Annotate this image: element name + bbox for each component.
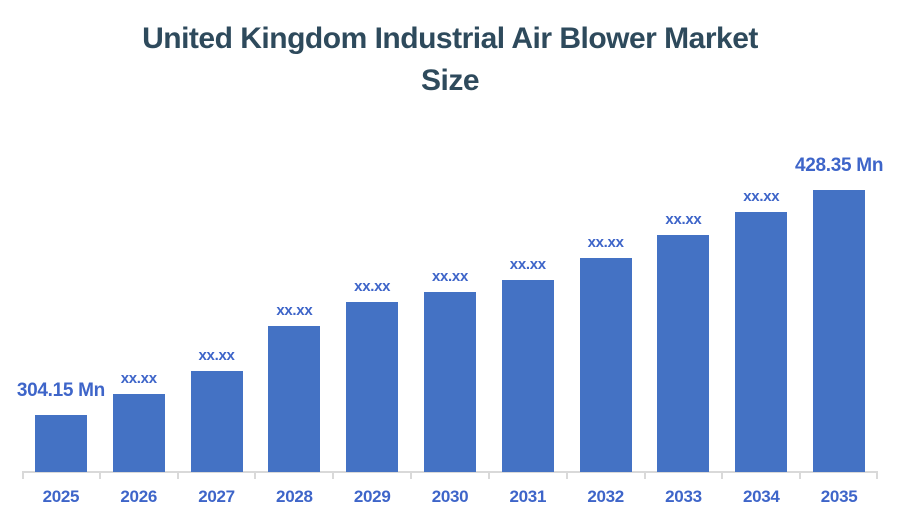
bar-value-label-2025: 304.15 Mn bbox=[16, 380, 105, 401]
bar-value-label-2029: xx.xx bbox=[354, 278, 391, 295]
x-axis-tick bbox=[22, 473, 24, 479]
x-axis-label-2029: 2029 bbox=[353, 487, 391, 506]
bar-2035: 428.35 Mn bbox=[795, 155, 883, 472]
bar-value-label-2035: 428.35 Mn bbox=[795, 155, 884, 176]
bar-value-label-2027: xx.xx bbox=[198, 347, 235, 364]
x-axis-tick bbox=[799, 473, 802, 479]
x-axis-tick bbox=[410, 473, 413, 479]
x-axis-tick bbox=[332, 473, 335, 479]
bar-2031: xx.xx bbox=[501, 256, 554, 472]
bar-value-label-2028: xx.xx bbox=[276, 302, 313, 319]
x-axis-label-2028: 2028 bbox=[276, 487, 313, 506]
chart-title-line-1: United Kingdom Industrial Air Blower Mar… bbox=[142, 22, 758, 55]
x-axis-label-2033: 2033 bbox=[665, 487, 702, 506]
x-axis-label-2031: 2031 bbox=[509, 487, 547, 506]
x-axis-label-2032: 2032 bbox=[587, 487, 624, 506]
bar-value-label-2032: xx.xx bbox=[587, 234, 624, 251]
x-axis-label-2027: 2027 bbox=[198, 487, 235, 506]
bar-value-label-2026: xx.xx bbox=[120, 370, 157, 387]
bar-2034: xx.xx bbox=[735, 188, 788, 472]
x-axis-tick bbox=[643, 473, 646, 479]
bar-value-label-2031: xx.xx bbox=[509, 256, 546, 273]
x-axis-label-2025: 2025 bbox=[42, 487, 80, 506]
bar-2029: xx.xx bbox=[346, 278, 399, 472]
x-axis-label-2035: 2035 bbox=[820, 487, 858, 506]
chart-title-line-2: Size bbox=[420, 64, 480, 97]
x-axis-label-2034: 2034 bbox=[742, 487, 780, 506]
x-axis-tick bbox=[876, 473, 878, 479]
x-axis-line bbox=[22, 471, 878, 473]
x-axis-tick bbox=[176, 473, 179, 479]
bar-value-label-2030: xx.xx bbox=[431, 268, 469, 285]
bar-2027: xx.xx bbox=[190, 347, 243, 472]
x-axis-tick bbox=[254, 473, 257, 479]
bar-2030: xx.xx bbox=[424, 268, 476, 472]
bar-2025: 304.15 Mn bbox=[17, 380, 105, 472]
chart-title: United Kingdom Industrial Air Blower Mar… bbox=[0, 18, 900, 102]
bar-2028: xx.xx bbox=[268, 302, 321, 472]
bar-value-label-2033: xx.xx bbox=[665, 211, 702, 228]
plot-area: 304.15 Mn xx.xx xx.xx xx.xx xx.xx xx.xx xx.xx x… bbox=[17, 150, 884, 506]
x-axis-tick bbox=[487, 473, 490, 479]
bar-value-label-2034: xx.xx bbox=[743, 188, 780, 205]
bar-2026: xx.xx bbox=[112, 370, 165, 472]
bar-2033: xx.xx bbox=[657, 211, 710, 472]
x-axis-tick bbox=[721, 473, 724, 479]
x-axis-tick bbox=[98, 473, 101, 479]
x-axis-tick bbox=[565, 473, 568, 479]
x-axis-label-2026: 2026 bbox=[120, 487, 158, 506]
x-axis-label-2030: 2030 bbox=[431, 487, 469, 506]
bar-2032: xx.xx bbox=[579, 234, 632, 472]
